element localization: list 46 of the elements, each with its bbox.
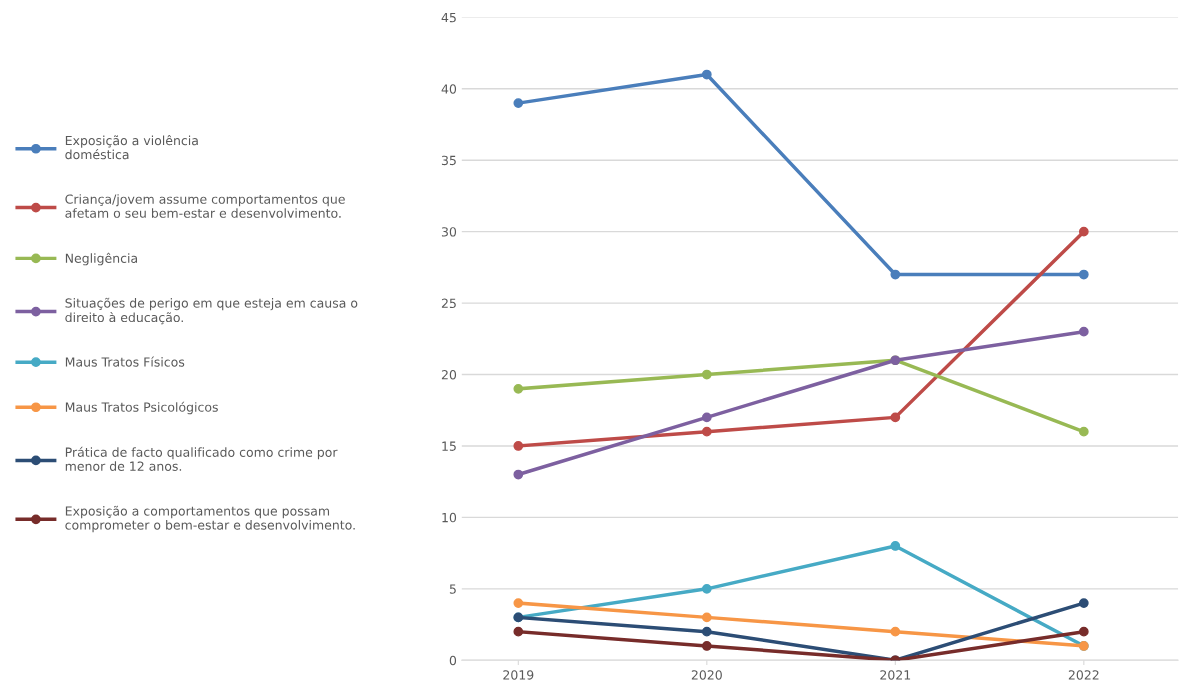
point	[513, 98, 524, 108]
y-tick-label: 35	[441, 155, 456, 166]
legend-label: Situações de perigo em que esteja em causa o direito à educação.	[65, 297, 358, 325]
point	[1078, 426, 1089, 437]
y-tick-label: 20	[441, 370, 457, 380]
x-tick-label: 2020	[691, 670, 722, 680]
y-tick-label: 15	[442, 441, 456, 451]
legend-label: Exposição a violência doméstica	[65, 135, 198, 160]
y-tick-label: 30	[441, 227, 457, 237]
point	[890, 412, 901, 423]
x-tick-label: 2019	[503, 670, 534, 680]
legend-label: Maus Tratos Físicos	[65, 356, 185, 367]
point	[701, 583, 712, 594]
y-tick-label: 10	[442, 512, 457, 523]
legend-label: Criança/jovem assume comportamentos que afetam o seu bem-estar e desenvolvimento.	[65, 194, 345, 218]
point	[1078, 226, 1089, 237]
legend-label: Negligência	[65, 252, 138, 266]
point	[1078, 626, 1089, 637]
point	[701, 426, 712, 437]
point	[513, 383, 524, 394]
legend-label: Prática de facto qualificado como crime por menor de 12 anos.	[65, 446, 338, 471]
y-tick-label: 5	[449, 584, 456, 594]
point	[701, 412, 712, 423]
point	[513, 469, 524, 480]
y-tick-label: 40	[441, 84, 457, 94]
x-tick-label: 2021	[880, 670, 911, 680]
point	[890, 541, 901, 551]
point	[513, 441, 524, 451]
point	[890, 269, 901, 280]
y-tick-label: 0	[449, 655, 457, 666]
point	[1078, 326, 1089, 337]
point	[513, 626, 524, 637]
point	[701, 626, 712, 637]
legend-label: Maus Tratos Psicológicos	[65, 401, 218, 415]
x-tick-label: 2022	[1068, 670, 1099, 680]
point	[513, 598, 524, 608]
y-tick-label: 45	[441, 13, 456, 23]
point	[701, 641, 712, 651]
point	[1078, 269, 1089, 280]
point	[890, 626, 901, 637]
point	[701, 369, 712, 380]
point	[1078, 598, 1089, 608]
point	[701, 69, 712, 80]
y-tick-label: 25	[441, 298, 456, 309]
point	[701, 612, 712, 623]
legend-label: Exposição a comportamentos que possam comprometer o bem-estar e desenvolvimento.	[65, 505, 355, 533]
